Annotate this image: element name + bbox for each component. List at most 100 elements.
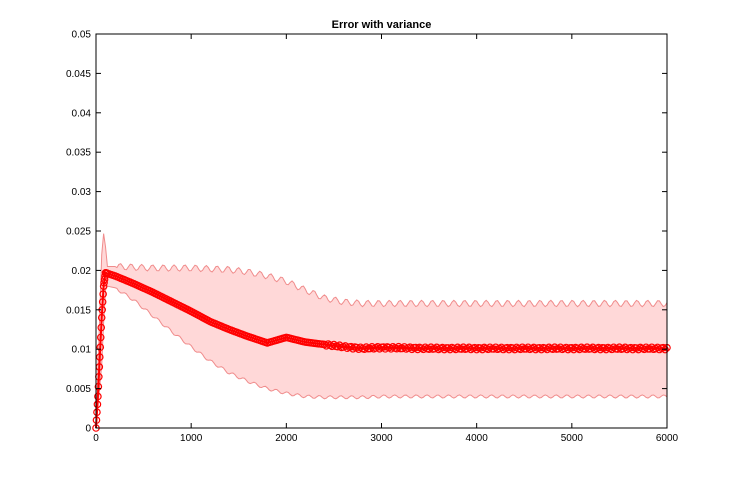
series-point xyxy=(94,392,102,401)
series-point xyxy=(398,344,407,353)
series-point xyxy=(413,345,422,354)
y-tick-label: 0.045 xyxy=(66,69,91,80)
series-point xyxy=(427,343,435,352)
series-point xyxy=(545,343,553,352)
series-point xyxy=(602,345,610,354)
x-tick-label: 2000 xyxy=(275,433,298,444)
series-point xyxy=(509,344,517,352)
series-point xyxy=(484,345,492,354)
series-point xyxy=(596,345,605,354)
series-point xyxy=(444,344,452,352)
series-point xyxy=(476,344,485,352)
series-point xyxy=(463,344,471,353)
series-point xyxy=(583,343,591,352)
series-point xyxy=(548,345,557,354)
y-tick-label: 0.04 xyxy=(72,108,92,119)
series-point xyxy=(93,400,102,409)
x-tick-label: 0 xyxy=(93,433,99,444)
series-point xyxy=(349,345,357,353)
x-axis: 0 1000 2000 3000 4000 5000 6000 xyxy=(93,34,679,444)
series-point xyxy=(387,345,395,353)
series-point xyxy=(417,344,426,352)
series-point xyxy=(362,343,371,351)
series-point xyxy=(93,408,101,417)
variance-band xyxy=(96,233,667,428)
series-point xyxy=(621,343,629,352)
series-point xyxy=(467,345,475,354)
series-point xyxy=(320,340,329,349)
series-point xyxy=(453,343,462,352)
series-point xyxy=(400,343,409,351)
series-layer xyxy=(92,268,671,432)
series-point xyxy=(425,345,433,353)
y-tick-label: 0.03 xyxy=(72,187,92,198)
series-point xyxy=(564,345,572,354)
series-point xyxy=(608,345,616,354)
series-point xyxy=(333,342,342,351)
y-tick-label: 0.02 xyxy=(72,266,92,277)
series-point xyxy=(347,342,355,351)
series-point xyxy=(628,345,637,354)
series-point xyxy=(465,343,473,352)
series-point xyxy=(419,345,428,354)
series-point xyxy=(470,343,479,352)
series-point xyxy=(531,345,540,354)
series-point xyxy=(632,344,641,352)
series-point xyxy=(569,345,578,354)
series-point xyxy=(408,345,416,354)
series-point xyxy=(491,343,500,352)
series-point xyxy=(385,343,393,352)
series-point xyxy=(587,344,595,353)
series-point xyxy=(360,345,369,354)
series-point xyxy=(94,382,103,391)
series-point xyxy=(478,345,487,354)
series-point xyxy=(581,345,589,353)
y-tick-label: 0 xyxy=(85,424,91,435)
series-point xyxy=(524,343,532,352)
series-point xyxy=(366,344,374,353)
y-tick-label: 0.01 xyxy=(72,345,92,356)
series-point xyxy=(623,345,631,354)
series-point xyxy=(647,343,656,352)
x-tick-label: 1000 xyxy=(180,433,203,444)
series-point xyxy=(634,345,643,354)
series-point xyxy=(562,343,570,352)
series-point xyxy=(503,343,511,352)
series-point xyxy=(330,340,338,349)
series-point xyxy=(354,345,363,354)
series-point xyxy=(518,343,527,352)
series-point xyxy=(96,333,105,342)
series-point xyxy=(554,345,563,353)
series-point xyxy=(497,343,506,352)
series-point xyxy=(575,345,584,354)
series-point xyxy=(99,290,107,298)
series-point xyxy=(535,343,544,352)
series-point xyxy=(356,343,365,352)
series-point xyxy=(98,298,107,306)
series-point xyxy=(430,344,439,353)
series-point xyxy=(381,345,390,353)
series-point xyxy=(661,345,669,354)
series-point xyxy=(516,345,525,354)
series-point xyxy=(96,353,104,361)
series-point xyxy=(600,344,608,352)
y-tick-label: 0.035 xyxy=(66,148,91,159)
series-point xyxy=(97,323,106,332)
series-point xyxy=(556,343,565,352)
series-point xyxy=(97,313,106,322)
x-tick-label: 4000 xyxy=(466,433,489,444)
series-point xyxy=(472,345,481,354)
series-point xyxy=(550,343,559,352)
series-point xyxy=(489,345,498,353)
series-point xyxy=(451,345,460,354)
variance-band-upper-edge xyxy=(95,233,668,429)
variance-band-layer xyxy=(95,233,668,429)
series-point xyxy=(432,343,441,352)
y-axis: 0 0.005 0.01 0.015 0.02 0.025 0.03 0.035 0.04 0.0… xyxy=(66,30,667,435)
series-point xyxy=(96,343,105,352)
series-point xyxy=(421,343,430,352)
series-point xyxy=(609,343,618,352)
series-point xyxy=(646,345,654,353)
series-point xyxy=(640,345,648,354)
